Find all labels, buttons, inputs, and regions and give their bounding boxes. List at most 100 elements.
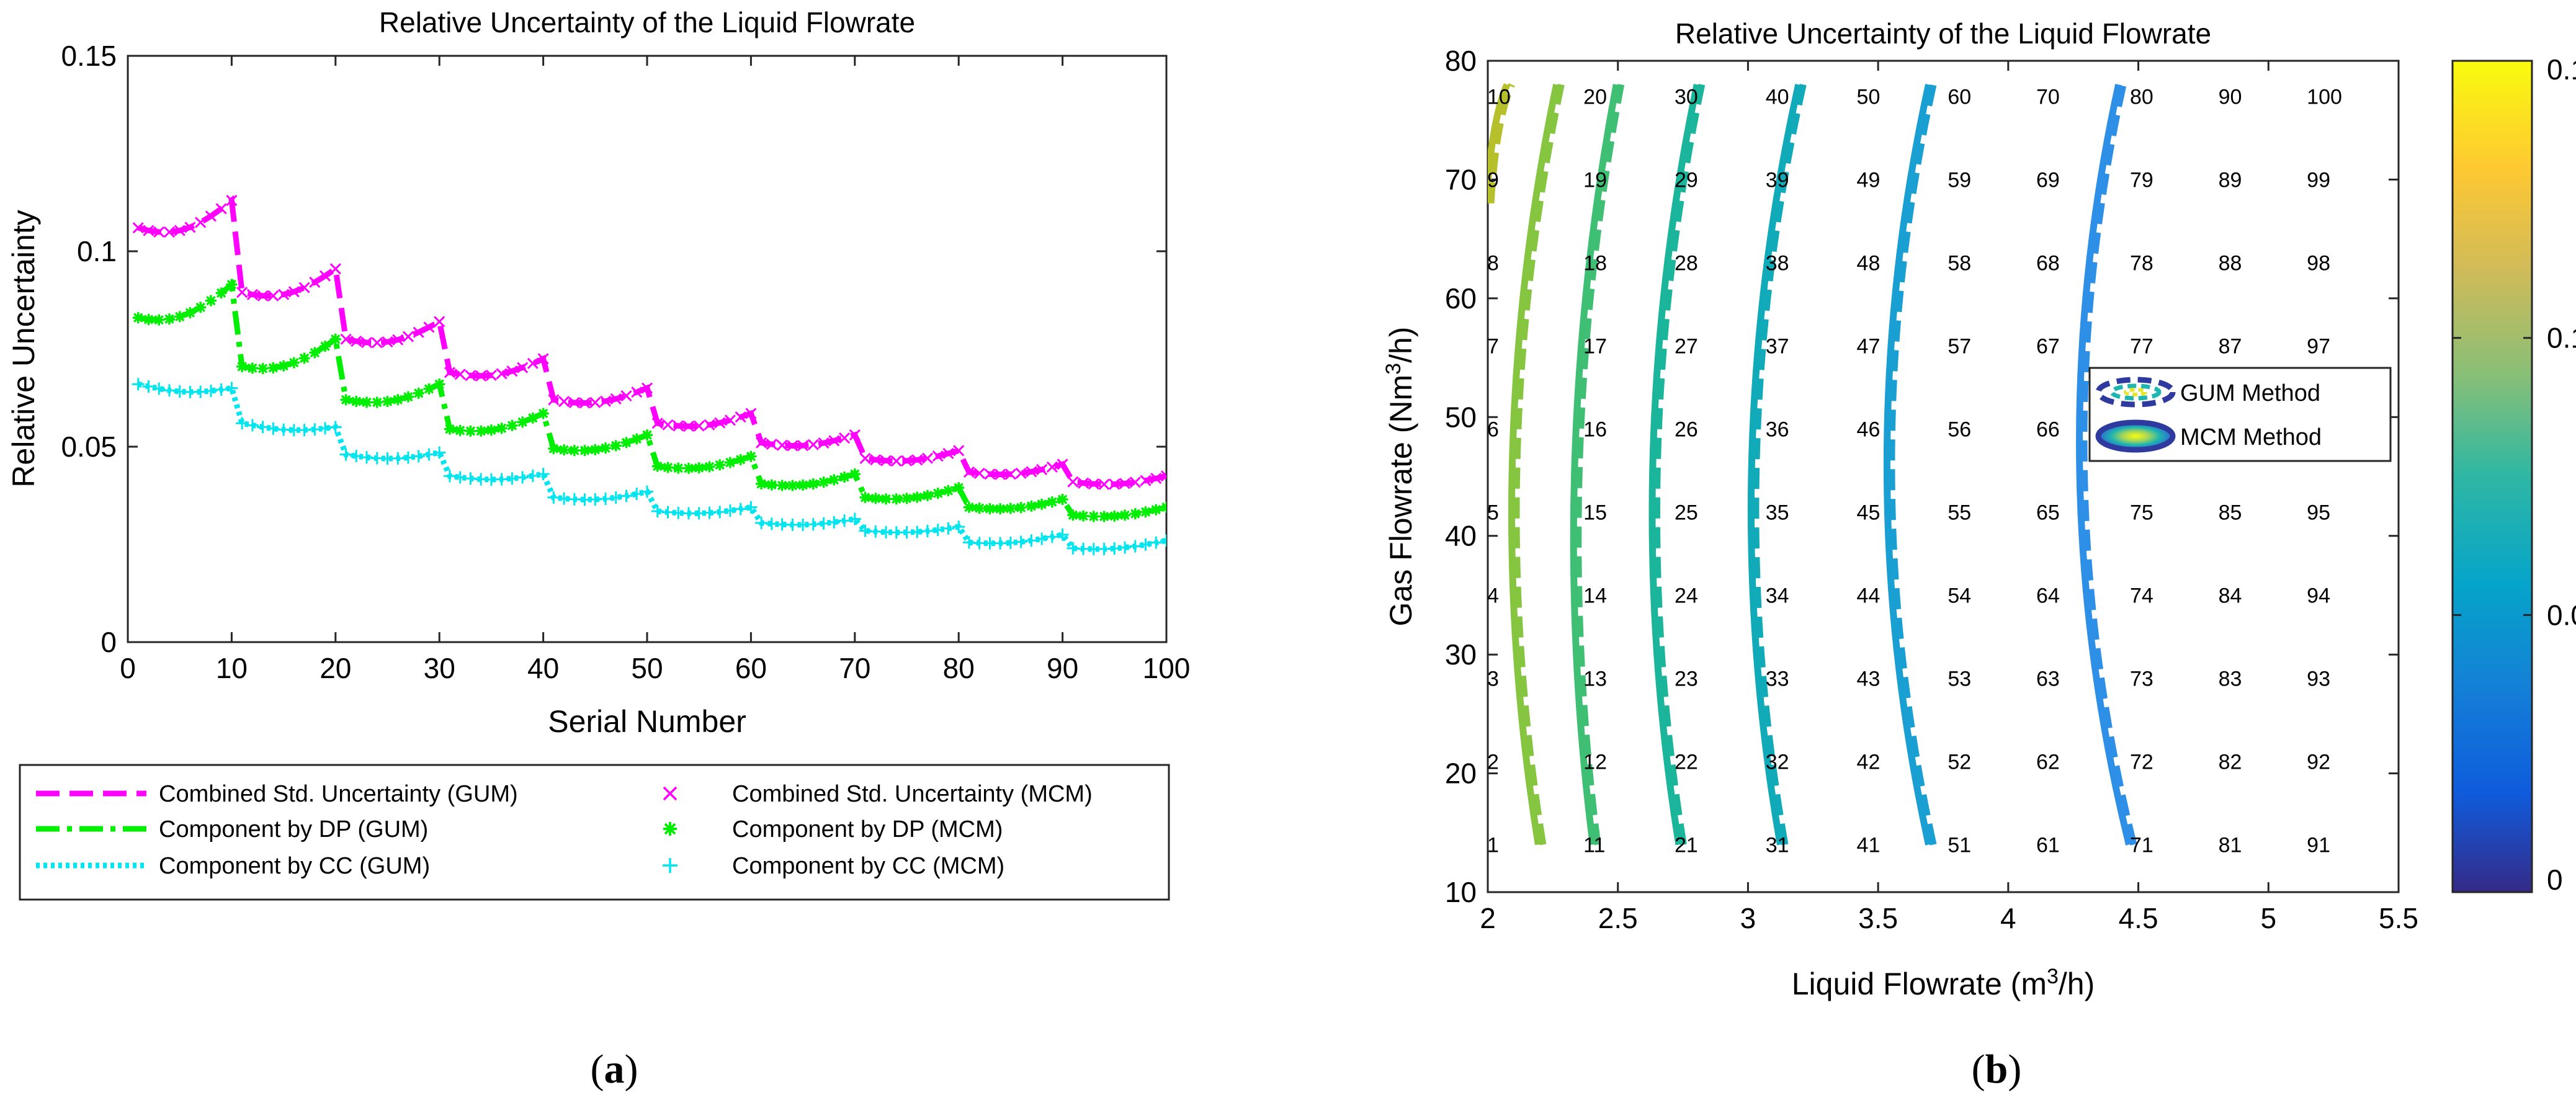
data-point-plus-marker (578, 493, 591, 506)
data-point-plus-marker (1139, 538, 1152, 551)
data-point-x-marker (620, 390, 632, 402)
y-tick-label: 0.15 (61, 40, 117, 72)
data-point-x-marker (641, 382, 653, 394)
legend-label: Combined Std. Uncertainty (GUM) (159, 781, 518, 807)
data-point-x-marker (1119, 478, 1131, 489)
x-tick-label: 2.5 (1598, 902, 1638, 934)
data-point-plus-marker (682, 507, 695, 520)
data-point-x-marker (859, 452, 871, 464)
data-point-plus-marker (900, 526, 913, 539)
data-point-x-marker (1004, 468, 1016, 480)
point-label: 3 (1487, 667, 1499, 691)
x-tick-label: 80 (943, 652, 975, 684)
data-point-plus-marker (1014, 535, 1027, 548)
data-point-plus-marker (132, 378, 145, 391)
data-point-star-marker (651, 460, 663, 472)
data-point-star-marker (475, 425, 487, 437)
data-point-x-marker (434, 316, 445, 328)
data-point-x-marker (184, 221, 196, 233)
data-point-plus-marker (817, 517, 830, 530)
point-label: 58 (1948, 251, 1971, 275)
data-point-plus-marker (651, 504, 664, 517)
chart-a-ylabel: Relative Uncertainty (6, 210, 41, 487)
data-point-x-marker (444, 367, 456, 378)
data-point-star-marker (423, 383, 435, 395)
data-point-star-marker (527, 412, 539, 424)
data-point-x-marker (163, 226, 176, 238)
data-point-plus-marker (558, 492, 571, 505)
colorbar-tick-label: 0.05 (2547, 599, 2576, 631)
point-label: 91 (2307, 833, 2330, 857)
point-label: 98 (2307, 251, 2330, 275)
point-label: 12 (1583, 750, 1607, 774)
series-markers-5 (132, 378, 1166, 556)
point-label: 46 (1857, 418, 1881, 441)
point-label: 41 (1857, 833, 1881, 857)
chart-a-xlabel: Serial Number (548, 704, 746, 739)
point-label: 97 (2307, 334, 2330, 358)
point-label: 90 (2219, 85, 2242, 109)
data-point-plus-marker (423, 448, 436, 461)
data-point-plus-marker (360, 451, 373, 464)
data-point-star-marker (1098, 511, 1110, 522)
data-point-x-marker (1088, 478, 1099, 490)
data-point-x-marker (973, 467, 985, 479)
data-point-star-marker (558, 444, 570, 456)
data-point-star-marker (1088, 511, 1099, 522)
point-label: 27 (1675, 334, 1698, 358)
chart-b-legend-gum: GUM Method (2095, 377, 2320, 408)
data-point-x-marker (174, 225, 186, 236)
x-tick-label: 4 (2000, 902, 2016, 934)
data-point-x-marker (579, 397, 591, 409)
chart-b-title: Relative Uncertainty of the Liquid Flowr… (1675, 17, 2211, 50)
data-point-star-marker (371, 396, 383, 408)
point-label: 68 (2036, 251, 2060, 275)
data-point-plus-marker (838, 514, 851, 527)
chart-b-ylabel: Gas Flowrate (Nm3/h) (1382, 327, 1418, 627)
data-point-x-marker (984, 468, 996, 480)
data-point-x-marker (662, 419, 674, 431)
point-label: 45 (1857, 501, 1881, 524)
data-point-plus-marker (412, 450, 425, 463)
x-tick-label: 40 (527, 652, 559, 684)
data-point-x-marker (953, 445, 965, 457)
point-label: 31 (1766, 833, 1789, 857)
data-point-x-marker (693, 420, 705, 432)
chart-b-contours (1488, 83, 2137, 846)
x-tick-label: 3.5 (1858, 902, 1898, 934)
data-point-x-marker (1140, 475, 1152, 486)
data-point-plus-marker (506, 472, 519, 485)
data-point-star-marker (620, 437, 632, 449)
chart-b-legend-mcm: MCM Method (2095, 419, 2322, 453)
data-point-x-marker (215, 203, 227, 215)
y-tick-label: 40 (1445, 520, 1477, 552)
point-label: 92 (2307, 750, 2330, 774)
data-point-plus-marker (983, 537, 996, 550)
point-label: 25 (1675, 501, 1698, 524)
data-point-x-marker (1150, 473, 1162, 485)
data-point-star-marker (921, 489, 933, 501)
point-label: 75 (2130, 501, 2153, 524)
data-point-star-marker (163, 313, 175, 325)
data-point-star-marker (1015, 502, 1027, 514)
data-point-x-marker (599, 395, 612, 407)
y-tick-label: 30 (1445, 638, 1477, 671)
chart-a-title: Relative Uncertainty of the Liquid Flowr… (379, 6, 915, 38)
x-tick-label: 5 (2260, 902, 2276, 934)
point-label: 6 (1487, 418, 1499, 441)
chart-a-axes: 0 10 20 30 40 50 60 70 80 90 100 0 0.05 0.1 0.15 (61, 40, 1190, 684)
legend-label: Combined Std. Uncertainty (MCM) (732, 781, 1093, 807)
point-label: 8 (1487, 251, 1499, 275)
data-point-x-marker (828, 435, 840, 447)
data-point-plus-marker (921, 525, 934, 538)
data-point-x-marker (766, 439, 777, 450)
x-tick-label: 60 (735, 652, 767, 684)
x-tick-label: 3 (1740, 902, 1756, 934)
data-point-plus-marker (1025, 534, 1038, 547)
data-point-x-marker (890, 455, 902, 467)
data-point-star-marker (1067, 509, 1079, 521)
x-tick-label: 20 (320, 652, 351, 684)
data-point-plus-marker (256, 421, 269, 434)
data-point-star-marker (911, 491, 923, 503)
data-point-plus-marker (1077, 542, 1090, 555)
